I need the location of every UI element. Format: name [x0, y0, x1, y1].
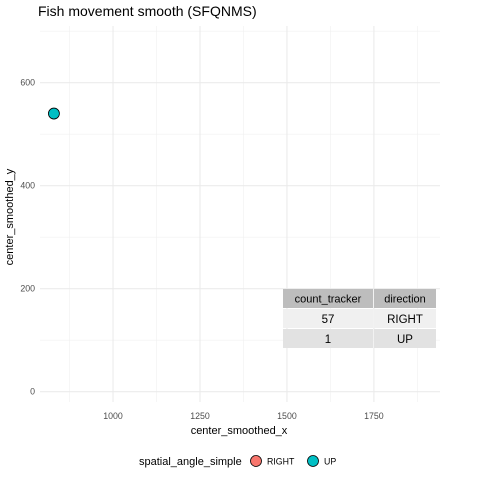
table-header-label: count_tracker	[295, 294, 362, 306]
y-tick-label: 0	[30, 387, 35, 397]
table-header-label: direction	[384, 294, 426, 306]
x-tick-label: 1250	[190, 411, 210, 421]
data-point	[48, 107, 60, 120]
x-axis-tick-labels: 1000 1250 1500 1750	[103, 411, 384, 421]
major-gridlines	[40, 26, 440, 402]
y-tick-label: 200	[20, 284, 35, 294]
table-cell	[283, 309, 373, 328]
legend-label-up: UP	[324, 457, 336, 467]
legend-key-right	[250, 455, 262, 467]
x-tick-label: 1750	[364, 411, 384, 421]
table-cell-value: 57	[322, 314, 335, 326]
chart-title: Fish movement smooth (SFQNMS)	[38, 3, 257, 19]
x-tick-label: 1500	[277, 411, 297, 421]
legend-key-up	[307, 455, 319, 467]
x-axis-title: center_smoothed_x	[191, 425, 288, 437]
table-cell	[374, 329, 436, 348]
data-points	[48, 107, 60, 120]
table-header-cell	[283, 289, 373, 308]
plot-panel: count_tracker direction 57 RIGHT 1 UP	[40, 26, 440, 402]
y-tick-label: 600	[20, 78, 35, 88]
y-tick-label: 400	[20, 181, 35, 191]
table-cell-value: RIGHT	[387, 314, 423, 326]
table-cell-value: 1	[325, 334, 331, 346]
y-axis-tick-labels: 0 200 400 600	[20, 78, 35, 397]
legend-label-right: RIGHT	[267, 457, 295, 467]
table-cell	[283, 329, 373, 348]
legend-entries: RIGHT UP	[250, 455, 336, 467]
x-tick-label: 1000	[103, 411, 123, 421]
y-axis-title: center_smoothed_y	[4, 168, 16, 265]
table-header-cell	[374, 289, 436, 308]
table-cell	[374, 309, 436, 328]
minor-gridlines	[40, 26, 440, 402]
table-cell-value: UP	[397, 334, 413, 346]
summary-table: count_tracker direction 57 RIGHT 1 UP	[283, 289, 436, 348]
legend-title: spatial_angle_simple	[139, 456, 242, 468]
legend: spatial_angle_simple RIGHT UP	[139, 455, 336, 468]
